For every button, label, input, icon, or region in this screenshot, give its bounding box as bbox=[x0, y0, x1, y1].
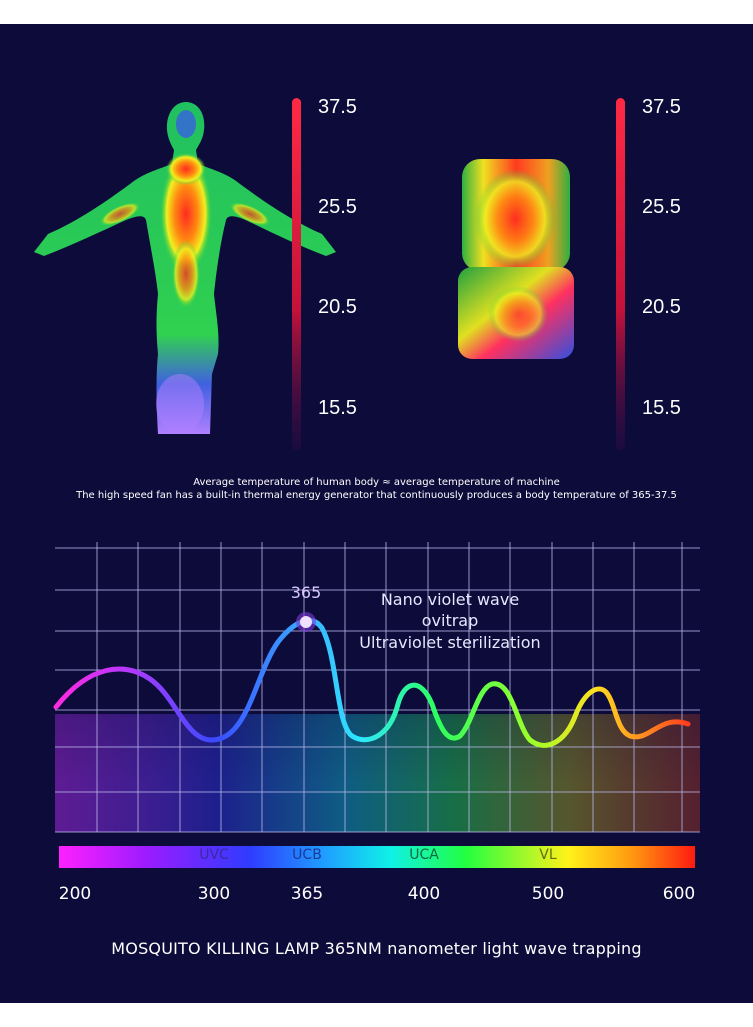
x-tick-500: 500 bbox=[531, 884, 565, 904]
caption-line-1: Average temperature of human body ≈ aver… bbox=[193, 477, 560, 488]
scale-left-label-4: 15.5 bbox=[318, 397, 357, 419]
band-label-uca: UCA bbox=[409, 847, 439, 863]
light-wave-curve bbox=[53, 618, 691, 748]
annotation-line-2: ovitrap bbox=[421, 611, 479, 630]
x-tick-200: 200 bbox=[58, 884, 92, 904]
x-tick-600: 600 bbox=[662, 884, 696, 904]
poster-graphics bbox=[34, 98, 700, 868]
human-thermal-figure bbox=[34, 102, 336, 434]
spectrum-color-bar bbox=[59, 846, 695, 868]
scale-right-label-1: 37.5 bbox=[642, 96, 681, 118]
temperature-scale-bar-left bbox=[292, 98, 301, 450]
chart-grid bbox=[55, 542, 700, 833]
x-tick-300: 300 bbox=[197, 884, 231, 904]
scale-right-label-3: 20.5 bbox=[642, 296, 681, 318]
annotation-line-3: Ultraviolet sterilization bbox=[359, 633, 541, 652]
temperature-scale-bar-right bbox=[616, 98, 625, 450]
band-label-vl: VL bbox=[539, 847, 557, 863]
annotation-line-1: Nano violet wave bbox=[380, 590, 520, 609]
peak-marker bbox=[300, 616, 312, 628]
lamp-thermal-image bbox=[458, 159, 574, 359]
caption-line-2: The high speed fan has a built-in therma… bbox=[76, 490, 677, 501]
peak-value-label: 365 bbox=[290, 583, 322, 602]
x-tick-365: 365 bbox=[290, 884, 324, 904]
scale-left-label-2: 25.5 bbox=[318, 196, 357, 218]
poster: 37.5 25.5 20.5 15.5 37.5 25.5 20.5 15.5 … bbox=[0, 24, 753, 1003]
scale-left-label-3: 20.5 bbox=[318, 296, 357, 318]
footer-title: MOSQUITO KILLING LAMP 365NM nanometer li… bbox=[111, 939, 642, 958]
x-tick-400: 400 bbox=[407, 884, 441, 904]
scale-right-label-4: 15.5 bbox=[642, 397, 681, 419]
scale-left-label-1: 37.5 bbox=[318, 96, 357, 118]
band-label-uvc: UVC bbox=[199, 847, 229, 863]
scale-right-label-2: 25.5 bbox=[642, 196, 681, 218]
band-label-ucb: UCB bbox=[292, 847, 322, 863]
